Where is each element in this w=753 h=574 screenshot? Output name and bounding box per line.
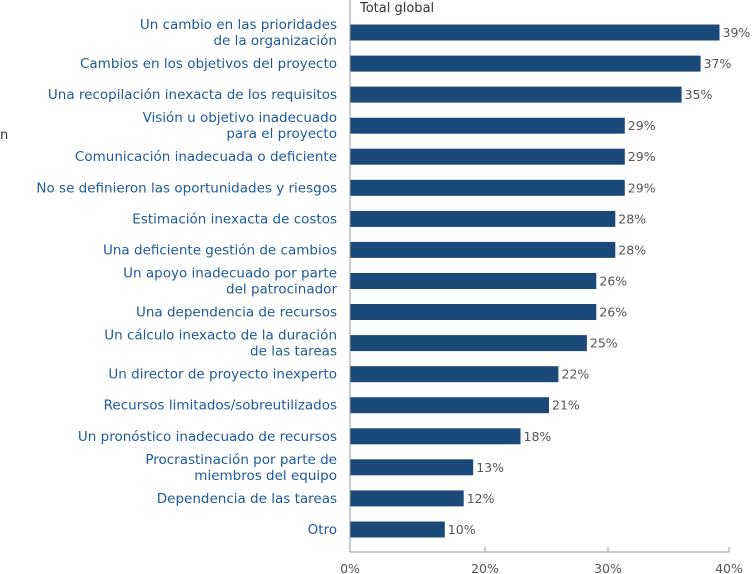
value-label: 25% — [590, 336, 618, 351]
value-label: 29% — [628, 149, 656, 164]
category-label: Un cambio en las prioridades — [140, 17, 337, 33]
bar — [350, 304, 597, 320]
category-label: Una deficiente gestión de cambios — [103, 242, 337, 258]
value-label: 12% — [467, 491, 495, 506]
bar — [350, 179, 625, 196]
category-label: Una dependencia de recursos — [136, 305, 337, 321]
category-label: Comunicación inadecuada o deficiente — [75, 149, 337, 165]
legend-series-label: Total global — [359, 1, 434, 16]
bar — [350, 148, 625, 165]
category-label: Dependencia de las tareas — [157, 491, 337, 507]
category-label: de la organización — [213, 33, 337, 49]
category-label: Una recopilación inexacta de los requisi… — [48, 87, 337, 103]
bars-group — [350, 24, 720, 538]
category-label: Procrastinación por parte de — [145, 452, 337, 468]
bar — [350, 273, 597, 289]
value-label: 26% — [599, 274, 627, 289]
cropped-edge-text: n — [0, 128, 9, 143]
x-tick-label: 30% — [594, 561, 622, 574]
value-label: 28% — [618, 242, 646, 257]
category-label: Un apoyo inadecuado por parte — [123, 266, 337, 282]
category-label: Visión u objetivo inadecuado — [143, 110, 337, 126]
value-label: 13% — [476, 460, 504, 475]
value-label: 22% — [562, 367, 590, 382]
x-tick-label: 20% — [471, 561, 499, 574]
category-label: Un cálculo inexacto de la duración — [104, 328, 337, 344]
bar — [350, 428, 521, 445]
value-label: 28% — [618, 211, 646, 226]
category-label: Estimación inexacta de costos — [132, 211, 337, 227]
bar — [350, 117, 625, 134]
bar — [350, 55, 701, 72]
x-axis: 0% 20% 30% 40% — [340, 0, 743, 574]
bar — [350, 24, 720, 41]
category-label: miembros del equipo — [194, 468, 337, 484]
category-label: de las tareas — [250, 344, 337, 360]
category-label: del patrocinador — [226, 282, 337, 298]
category-label: Un director de proyecto inexperto — [108, 367, 337, 383]
x-tick-label: 40% — [715, 561, 743, 574]
category-label: No se definieron las oportunidades y rie… — [36, 180, 337, 196]
bar — [350, 241, 616, 258]
bar — [350, 490, 464, 507]
bar — [350, 521, 445, 538]
value-label: 26% — [599, 305, 627, 320]
bar — [350, 459, 474, 476]
category-label: Otro — [308, 522, 337, 538]
value-label: 10% — [448, 522, 476, 537]
value-label: 37% — [704, 56, 732, 71]
category-label: Un pronóstico inadecuado de recursos — [78, 429, 337, 445]
bar — [350, 86, 682, 103]
value-label: 21% — [552, 398, 580, 413]
category-label: Cambios en los objetivos del proyecto — [80, 56, 337, 72]
bar — [350, 366, 559, 383]
value-label: 39% — [723, 25, 751, 40]
value-label: 29% — [628, 180, 656, 195]
value-label: 35% — [685, 87, 713, 102]
x-tick-label: 0% — [340, 561, 360, 574]
value-label: 29% — [628, 118, 656, 133]
value-label: 18% — [524, 429, 552, 444]
bar — [350, 335, 587, 352]
category-label: Recursos limitados/sobreutilizados — [104, 398, 337, 414]
bar — [350, 210, 616, 227]
value-labels-group: 39% 37% 35% 29% 29% 29% 28% 28% 26% 26% 25% 22% 21% 1… — [448, 25, 751, 537]
category-label: para el proyecto — [226, 126, 337, 142]
bar — [350, 397, 549, 414]
